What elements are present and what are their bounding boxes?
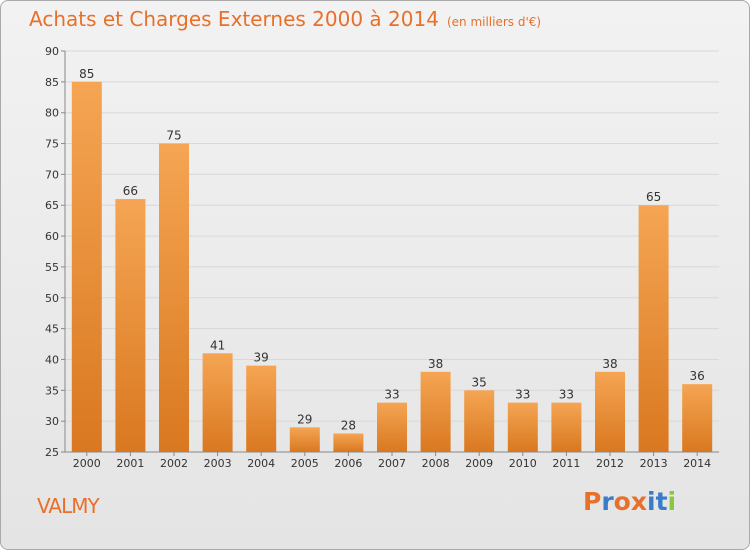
y-tick-label: 50 [45,292,59,305]
x-tick-label-2004: 2004 [247,457,275,470]
x-axis-ticks: 2000 2001 2002 2003 2004 2005 2006 2007 2008 2009… [73,452,711,470]
value-labels: 85 66 75 41 39 29 28 33 38 35 33 33 38 65 36 [79,67,705,433]
value-label-2007: 33 [384,388,399,402]
logo-letter: t [655,487,668,516]
y-tick-label: 80 [45,107,59,120]
y-tick-label: 70 [45,168,59,181]
chart-title: Achats et Charges Externes 2000 à 2014 [29,7,439,31]
bar-2010 [507,402,538,452]
y-tick-label: 25 [45,446,59,459]
bar-2006 [333,433,364,452]
value-label-2006: 28 [341,418,356,432]
value-label-2011: 33 [559,388,574,402]
value-label-2001: 66 [123,184,138,198]
bar-2013 [638,205,669,452]
value-label-2000: 85 [79,67,94,81]
y-tick-label: 35 [45,384,59,397]
logo-letter: i [667,487,677,516]
y-tick-label: 40 [45,353,59,366]
bar-2003 [202,353,233,452]
x-tick-label-2000: 2000 [73,457,101,470]
x-tick-label-2011: 2011 [552,457,580,470]
logo-letter: o [613,487,631,516]
bar-2008 [420,371,451,452]
y-tick-label: 55 [45,261,59,274]
y-tick-label: 45 [45,323,59,336]
x-tick-label-2014: 2014 [683,457,711,470]
x-tick-label-2012: 2012 [596,457,624,470]
x-tick-label-2007: 2007 [378,457,406,470]
bar-2001 [115,199,146,452]
logo-letter: i [647,487,656,516]
x-tick-label-2010: 2010 [509,457,537,470]
logo-letter: x [630,487,647,516]
value-label-2008: 38 [428,357,443,371]
bar-2011 [551,402,582,452]
bar-2005 [289,427,320,452]
bar-2012 [595,371,625,452]
x-tick-label-2001: 2001 [116,457,144,470]
y-tick-label: 85 [45,76,59,89]
bar-2014 [682,384,713,452]
proxiti-logo: Proxiti [583,487,676,516]
value-label-2012: 38 [602,357,617,371]
y-tick-label: 90 [45,45,59,58]
value-label-2010: 33 [515,388,530,402]
chart-subtitle: (en milliers d'€) [446,15,542,29]
place-name: VALMY [37,494,100,518]
y-axis-ticks: 25 30 35 40 45 50 55 60 65 70 75 80 85 90 [45,45,65,459]
logo-letter: r [601,487,614,516]
logo-letter: P [583,487,602,516]
value-label-2009: 35 [472,375,487,389]
value-label-2013: 65 [646,190,661,204]
value-label-2004: 39 [254,351,269,365]
x-tick-label-2002: 2002 [160,457,188,470]
x-tick-label-2003: 2003 [204,457,232,470]
bar-2000 [71,81,102,452]
axes [64,51,719,453]
y-tick-label: 30 [45,415,59,428]
bar-2002 [159,143,189,453]
value-label-2014: 36 [690,369,705,383]
x-tick-label-2009: 2009 [465,457,493,470]
chart-title-block: Achats et Charges Externes 2000 à 2014 (e… [29,7,541,31]
bar-2009 [464,390,495,452]
x-tick-label-2006: 2006 [334,457,362,470]
y-tick-label: 75 [45,138,59,151]
x-tick-label-2013: 2013 [640,457,668,470]
x-tick-label-2005: 2005 [291,457,319,470]
bars [71,81,713,453]
value-label-2002: 75 [166,129,181,143]
value-label-2005: 29 [297,412,312,426]
bar-2004 [246,365,277,452]
x-tick-label-2008: 2008 [422,457,450,470]
value-label-2003: 41 [210,338,225,352]
y-tick-label: 60 [45,230,59,243]
y-tick-label: 65 [45,199,59,212]
bar-2007 [377,402,407,452]
